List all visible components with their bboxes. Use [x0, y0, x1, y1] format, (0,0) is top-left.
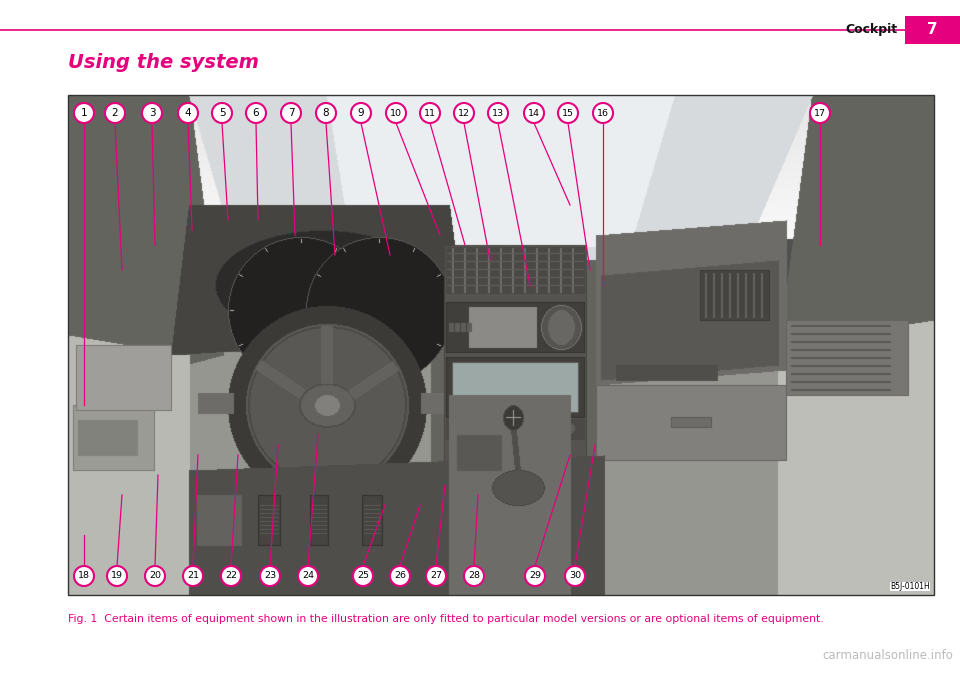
- Circle shape: [454, 103, 474, 123]
- Text: carmanualsonline.info: carmanualsonline.info: [822, 649, 953, 662]
- Text: 23: 23: [264, 571, 276, 581]
- Text: 28: 28: [468, 571, 480, 581]
- Circle shape: [353, 566, 373, 586]
- Text: 30: 30: [569, 571, 581, 581]
- Text: 7: 7: [288, 108, 295, 118]
- Text: 5: 5: [219, 108, 226, 118]
- Circle shape: [558, 103, 578, 123]
- Text: 17: 17: [814, 108, 826, 118]
- Text: 25: 25: [357, 571, 369, 581]
- Text: 29: 29: [529, 571, 541, 581]
- Circle shape: [74, 566, 94, 586]
- Text: 27: 27: [430, 571, 442, 581]
- Circle shape: [142, 103, 162, 123]
- Text: 7: 7: [926, 22, 937, 38]
- Circle shape: [183, 566, 203, 586]
- Circle shape: [593, 103, 613, 123]
- Circle shape: [212, 103, 232, 123]
- Circle shape: [260, 566, 280, 586]
- Text: 11: 11: [424, 108, 436, 118]
- Circle shape: [246, 103, 266, 123]
- Circle shape: [178, 103, 198, 123]
- Circle shape: [145, 566, 165, 586]
- Circle shape: [488, 103, 508, 123]
- Text: 22: 22: [225, 571, 237, 581]
- Text: 15: 15: [562, 108, 574, 118]
- Circle shape: [107, 566, 127, 586]
- Text: 19: 19: [111, 571, 123, 581]
- Circle shape: [524, 103, 544, 123]
- Circle shape: [298, 566, 318, 586]
- Circle shape: [221, 566, 241, 586]
- Text: 14: 14: [528, 108, 540, 118]
- Text: 8: 8: [323, 108, 329, 118]
- Text: 18: 18: [78, 571, 90, 581]
- Circle shape: [810, 103, 830, 123]
- Circle shape: [420, 103, 440, 123]
- Circle shape: [565, 566, 585, 586]
- Text: B5J-0101H: B5J-0101H: [890, 582, 930, 591]
- Circle shape: [351, 103, 371, 123]
- FancyBboxPatch shape: [905, 16, 960, 44]
- Text: 1: 1: [81, 108, 87, 118]
- Text: 20: 20: [149, 571, 161, 581]
- Text: Fig. 1  Certain items of equipment shown in the illustration are only fitted to : Fig. 1 Certain items of equipment shown …: [68, 614, 824, 624]
- Text: 21: 21: [187, 571, 199, 581]
- Circle shape: [281, 103, 301, 123]
- Circle shape: [74, 103, 94, 123]
- Circle shape: [316, 103, 336, 123]
- Text: 9: 9: [358, 108, 364, 118]
- Text: 3: 3: [149, 108, 156, 118]
- Circle shape: [426, 566, 446, 586]
- Circle shape: [386, 103, 406, 123]
- Circle shape: [464, 566, 484, 586]
- Text: 13: 13: [492, 108, 504, 118]
- Circle shape: [390, 566, 410, 586]
- Circle shape: [105, 103, 125, 123]
- Circle shape: [525, 566, 545, 586]
- Text: 24: 24: [302, 571, 314, 581]
- Text: Cockpit: Cockpit: [846, 24, 898, 36]
- Text: 6: 6: [252, 108, 259, 118]
- Text: 4: 4: [184, 108, 191, 118]
- Text: 26: 26: [394, 571, 406, 581]
- Text: Using the system: Using the system: [68, 52, 259, 71]
- Text: 10: 10: [390, 108, 402, 118]
- Text: 2: 2: [111, 108, 118, 118]
- Text: 16: 16: [597, 108, 609, 118]
- Text: 12: 12: [458, 108, 470, 118]
